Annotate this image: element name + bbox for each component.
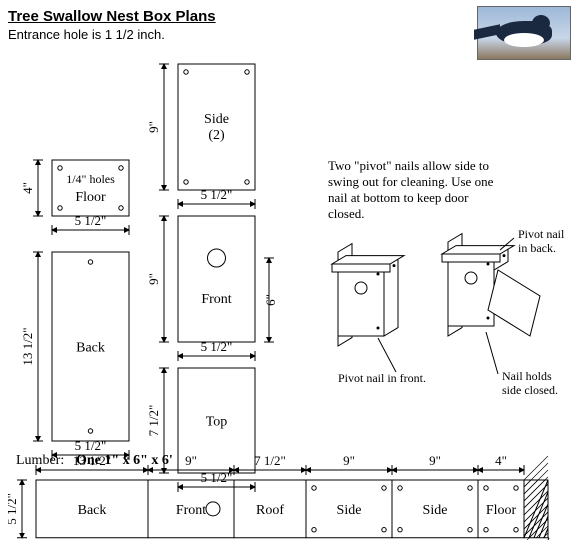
svg-text:7 1/2": 7 1/2": [146, 405, 161, 437]
svg-text:Lumber:: Lumber:: [16, 453, 64, 468]
svg-text:5 1/2": 5 1/2": [201, 339, 233, 354]
svg-text:Nail holds: Nail holds: [502, 369, 552, 383]
svg-text:Two "pivot" nails allow side t: Two "pivot" nails allow side to: [328, 158, 489, 173]
svg-text:Back: Back: [78, 503, 107, 518]
svg-text:Floor: Floor: [486, 503, 517, 518]
svg-text:6": 6": [263, 294, 278, 306]
svg-text:13 1/2": 13 1/2": [20, 327, 35, 365]
svg-text:Back: Back: [76, 341, 105, 356]
svg-text:5 1/2": 5 1/2": [8, 493, 19, 525]
svg-text:5 1/2": 5 1/2": [201, 187, 233, 202]
svg-text:nail at bottom to keep door: nail at bottom to keep door: [328, 190, 469, 205]
svg-text:Pivot nail: Pivot nail: [518, 227, 565, 241]
svg-text:9": 9": [146, 273, 161, 285]
svg-text:(2): (2): [208, 128, 225, 143]
svg-text:Pivot nail in front.: Pivot nail in front.: [338, 371, 426, 385]
plan-diagram: Side(2)9"5 1/2"Front9"6"5 1/2"Top7 1/2"5…: [8, 50, 577, 540]
svg-text:in back.: in back.: [518, 241, 556, 255]
svg-text:5 1/2": 5 1/2": [75, 438, 107, 453]
svg-text:5 1/2": 5 1/2": [201, 470, 233, 485]
svg-text:Side: Side: [337, 503, 362, 518]
svg-text:5 1/2": 5 1/2": [75, 213, 107, 228]
svg-text:9": 9": [429, 453, 441, 468]
svg-text:9": 9": [343, 453, 355, 468]
svg-text:4": 4": [495, 453, 507, 468]
svg-text:9": 9": [185, 453, 197, 468]
svg-text:swing out for cleaning. Use o: swing out for cleaning. Use one: [328, 174, 494, 189]
svg-text:9": 9": [146, 121, 161, 133]
svg-text:1/4" holes: 1/4" holes: [66, 172, 115, 186]
svg-text:Side: Side: [423, 503, 448, 518]
svg-text:7 1/2": 7 1/2": [254, 453, 286, 468]
svg-text:closed.: closed.: [328, 206, 364, 221]
svg-text:Front: Front: [176, 503, 206, 518]
svg-text:Top: Top: [206, 415, 228, 430]
svg-text:Front: Front: [201, 292, 231, 307]
svg-text:side closed.: side closed.: [502, 383, 558, 397]
svg-text:Side: Side: [204, 112, 229, 127]
svg-text:13 1/2": 13 1/2": [73, 453, 111, 468]
svg-text:Roof: Roof: [256, 503, 284, 518]
tree-swallow-photo: [477, 6, 571, 60]
svg-text:4": 4": [20, 182, 35, 194]
svg-text:Floor: Floor: [75, 190, 106, 205]
